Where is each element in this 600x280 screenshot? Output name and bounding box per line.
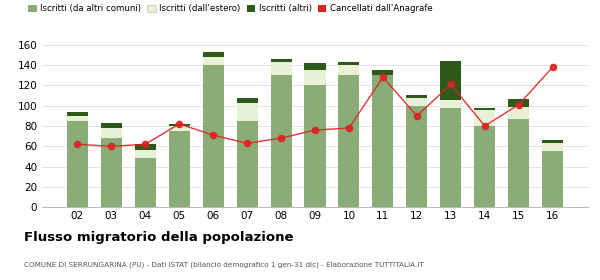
Bar <box>169 131 190 207</box>
Bar <box>67 121 88 207</box>
Bar <box>373 70 394 75</box>
Bar <box>67 116 88 121</box>
Bar <box>203 52 224 57</box>
Bar <box>474 108 495 110</box>
Bar <box>304 85 326 207</box>
Text: Flusso migratorio della popolazione: Flusso migratorio della popolazione <box>24 231 293 244</box>
Bar <box>101 138 122 207</box>
Bar <box>542 143 563 151</box>
Bar <box>169 126 190 131</box>
Bar <box>135 144 156 150</box>
Bar <box>338 62 359 65</box>
Bar <box>440 61 461 100</box>
Bar <box>508 107 529 119</box>
Bar <box>203 65 224 207</box>
Bar <box>67 112 88 116</box>
Text: COMUNE DI SERRUNGARINA (PU) - Dati ISTAT (bilancio demografico 1 gen-31 dic) - E: COMUNE DI SERRUNGARINA (PU) - Dati ISTAT… <box>24 262 424 268</box>
Bar <box>440 100 461 108</box>
Bar <box>101 128 122 138</box>
Bar <box>338 75 359 207</box>
Bar <box>406 95 427 98</box>
Bar <box>271 62 292 75</box>
Bar <box>542 140 563 143</box>
Bar <box>304 70 326 85</box>
Bar <box>542 151 563 207</box>
Bar <box>338 65 359 75</box>
Bar <box>169 124 190 126</box>
Bar <box>474 126 495 207</box>
Bar <box>271 59 292 62</box>
Bar <box>406 106 427 207</box>
Bar <box>236 103 257 121</box>
Bar <box>135 150 156 158</box>
Bar <box>373 75 394 207</box>
Bar <box>440 108 461 207</box>
Bar <box>271 75 292 207</box>
Bar <box>135 158 156 207</box>
Bar <box>236 98 257 103</box>
Bar <box>508 99 529 107</box>
Bar <box>101 123 122 128</box>
Bar <box>474 110 495 126</box>
Bar <box>304 63 326 70</box>
Legend: Iscritti (da altri comuni), Iscritti (dall'estero), Iscritti (altri), Cancellati: Iscritti (da altri comuni), Iscritti (da… <box>28 4 433 13</box>
Bar <box>236 121 257 207</box>
Bar <box>508 119 529 207</box>
Bar <box>203 57 224 65</box>
Bar <box>406 98 427 106</box>
